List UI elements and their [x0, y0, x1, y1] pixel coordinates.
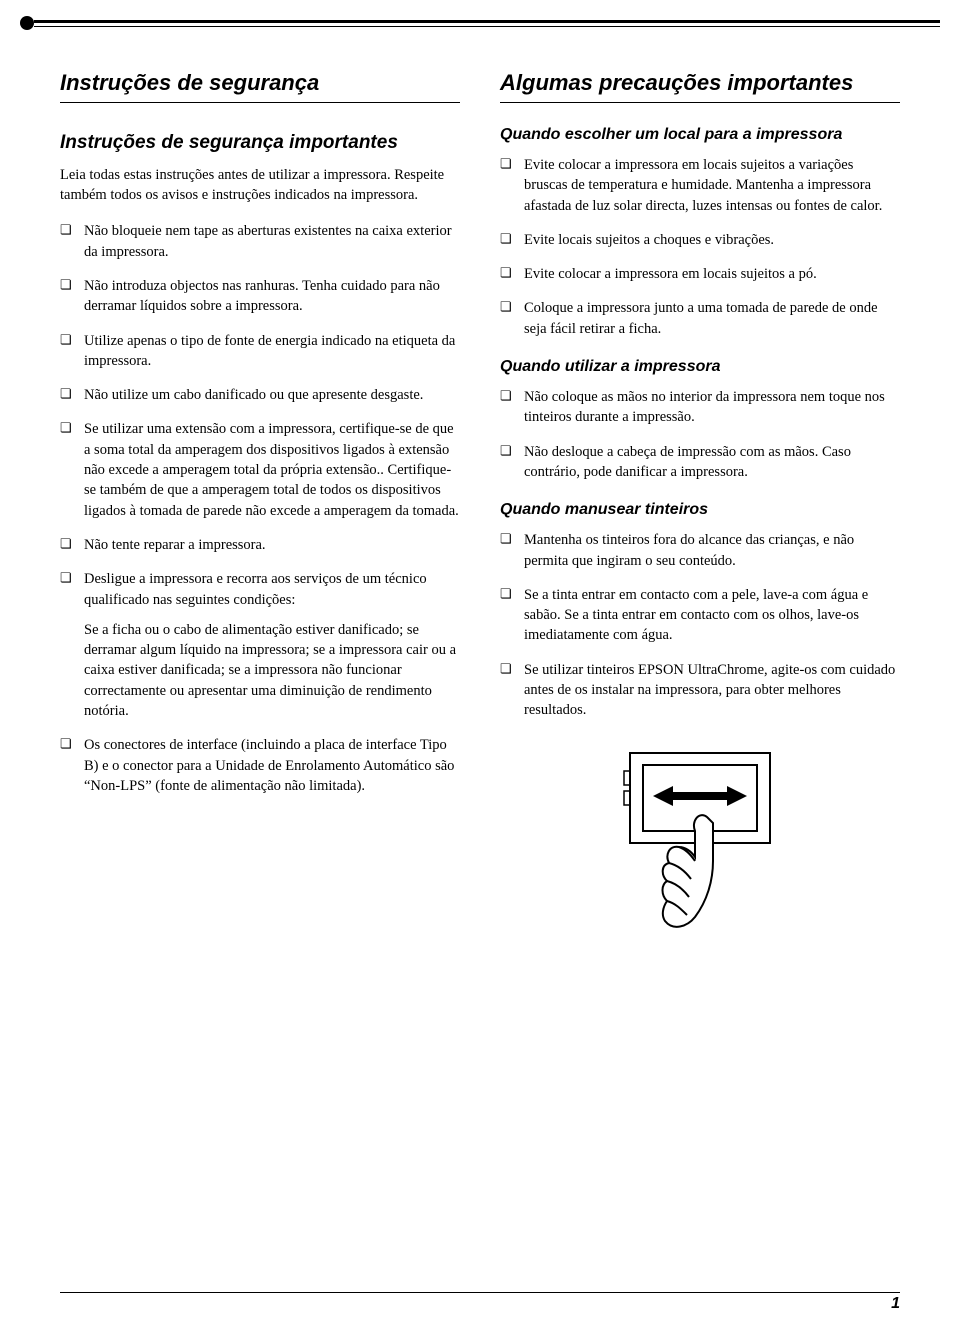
list-item: Não bloqueie nem tape as aberturas exist… [60, 221, 460, 262]
page-number: 1 [891, 1295, 900, 1313]
columns: Instruções de segurança Instruções de se… [60, 70, 900, 946]
list-item: Não introduza objectos nas ranhuras. Ten… [60, 276, 460, 317]
sec3-list: Mantenha os tinteiros fora do alcance da… [500, 530, 900, 720]
page-bottom-rule [60, 1292, 900, 1293]
list-item: Se a tinta entrar em contacto com a pele… [500, 585, 900, 646]
list-item: Não coloque as mãos no interior da impre… [500, 387, 900, 428]
sec2-h3: Quando utilizar a impressora [500, 357, 900, 377]
list-item: Os conectores de interface (incluindo a … [60, 735, 460, 796]
top-rule [20, 18, 940, 32]
left-list: Não bloqueie nem tape as aberturas exist… [60, 221, 460, 609]
shake-cartridge-figure [500, 741, 900, 946]
right-h1: Algumas precauções importantes [500, 70, 900, 103]
list-item: Não desloque a cabeça de impressão com a… [500, 442, 900, 483]
sec1-h3: Quando escolher um local para a impresso… [500, 125, 900, 145]
list-item: Não utilize um cabo danificado ou que ap… [60, 385, 460, 405]
right-column: Algumas precauções importantes Quando es… [500, 70, 900, 946]
list-item: Evite colocar a impressora em locais suj… [500, 155, 900, 216]
list-item: Evite locais sujeitos a choques e vibraç… [500, 230, 900, 250]
left-h1: Instruções de segurança [60, 70, 460, 103]
sec2-list: Não coloque as mãos no interior da impre… [500, 387, 900, 482]
rule-thin [34, 26, 940, 27]
page: Instruções de segurança Instruções de se… [0, 0, 960, 1337]
sec1-list: Evite colocar a impressora em locais suj… [500, 155, 900, 339]
sec3-h3: Quando manusear tinteiros [500, 500, 900, 520]
list-item: Desligue a impressora e recorra aos serv… [60, 569, 460, 610]
left-intro: Leia todas estas instruções antes de uti… [60, 165, 460, 206]
list-item: Utilize apenas o tipo de fonte de energi… [60, 331, 460, 372]
left-list-2: Os conectores de interface (incluindo a … [60, 735, 460, 796]
list-item: Evite colocar a impressora em locais suj… [500, 264, 900, 284]
list-item: Mantenha os tinteiros fora do alcance da… [500, 530, 900, 571]
list-item: Se utilizar tinteiros EPSON UltraChrome,… [500, 660, 900, 721]
left-column: Instruções de segurança Instruções de se… [60, 70, 460, 946]
rule-bullet [20, 16, 34, 30]
shake-cartridge-icon [595, 741, 805, 941]
list-item: Coloque a impressora junto a uma tomada … [500, 298, 900, 339]
rule-thick [34, 20, 940, 23]
left-h2: Instruções de segurança importantes [60, 131, 460, 155]
list-item: Não tente reparar a impressora. [60, 535, 460, 555]
list-item: Se utilizar uma extensão com a impressor… [60, 419, 460, 520]
left-subtext: Se a ficha ou o cabo de alimentação esti… [60, 620, 460, 721]
